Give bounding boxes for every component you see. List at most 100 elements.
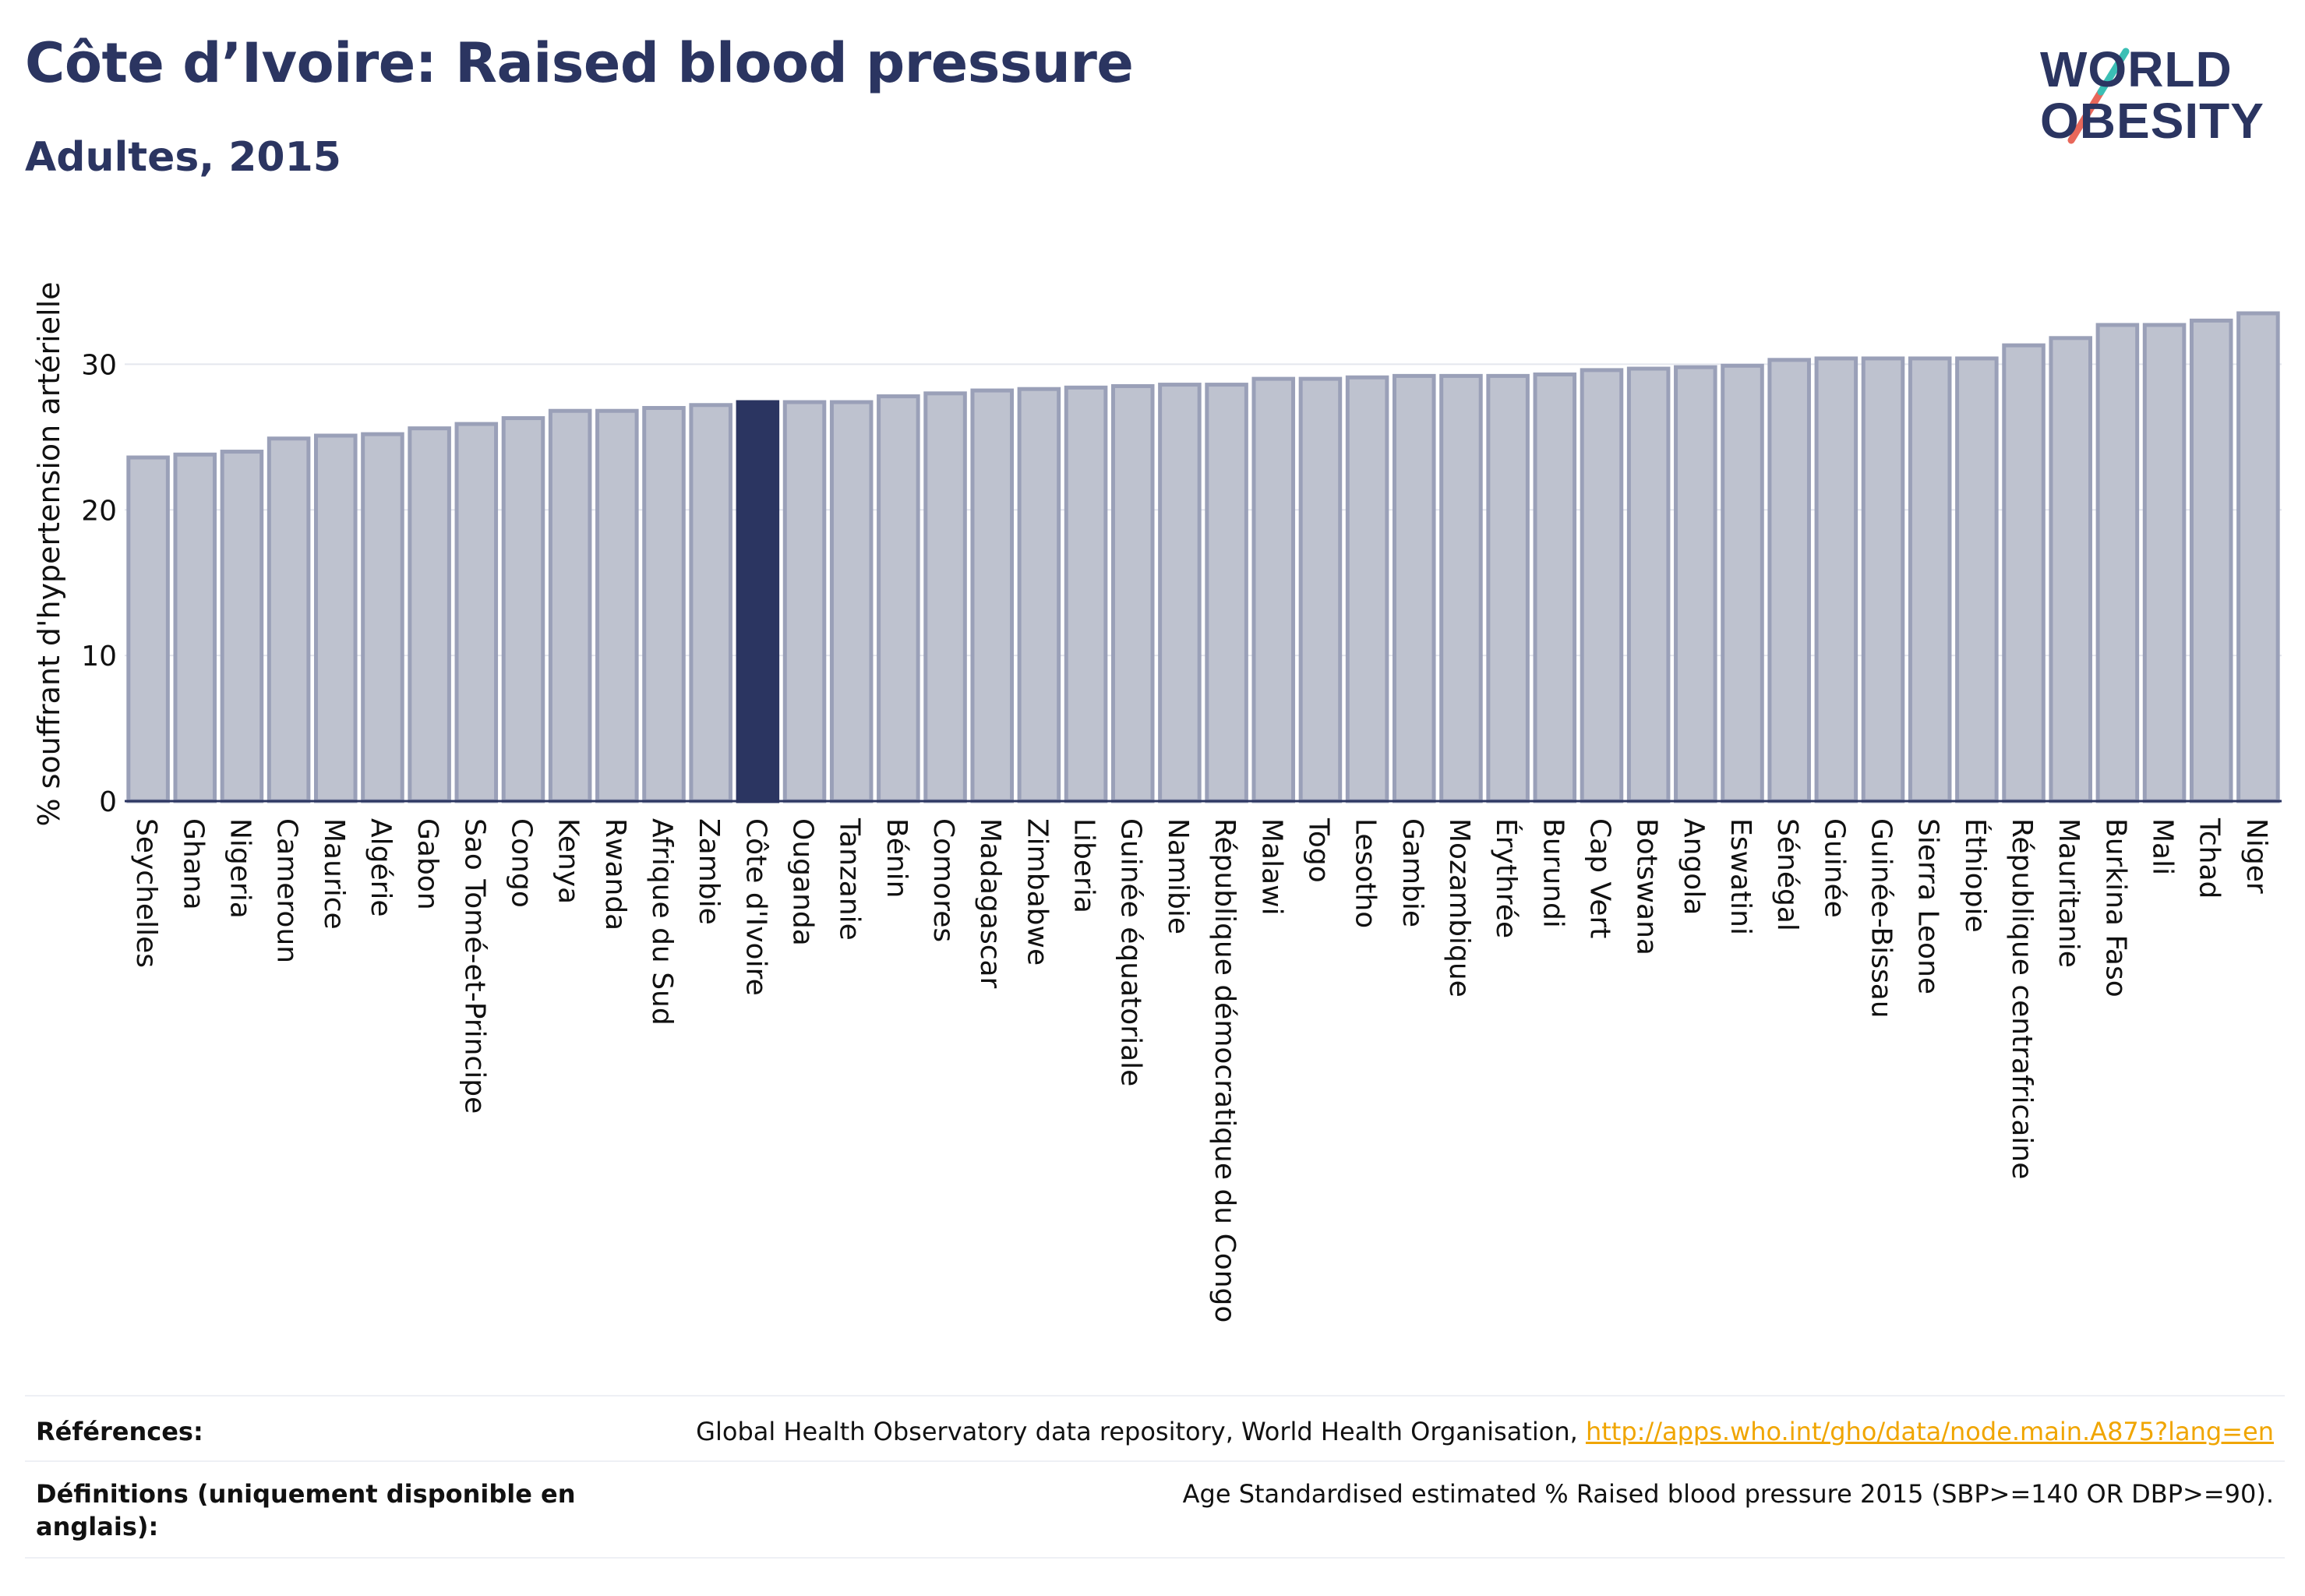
bar-7 [454, 422, 499, 803]
x-tick-label: Seychelles [130, 818, 162, 968]
logo-text-obesity: OBESITY [2040, 93, 2264, 149]
bar-38 [1908, 356, 1952, 803]
chart-subtitle: Adultes, 2015 [25, 134, 341, 181]
x-tick-label: Guinée [1818, 818, 1850, 918]
bar-10 [595, 408, 639, 803]
bar-36 [1814, 356, 1858, 803]
x-tick-label: Burkina Faso [2099, 818, 2131, 998]
bar-33 [1674, 365, 1717, 803]
bar-11 [642, 405, 686, 803]
y-tick-label: 10 [81, 641, 117, 673]
x-tick-label: Nigeria [224, 818, 256, 919]
world-obesity-logo: WORLD OBESITY [2026, 23, 2291, 171]
y-tick-label: 30 [81, 349, 117, 381]
bar-24 [1251, 376, 1296, 803]
definitions-label-line1: Définitions (uniquement disponible en [36, 1479, 576, 1509]
x-tick-label: Ouganda [787, 818, 819, 946]
bar-45 [2236, 311, 2280, 803]
bar-41 [2049, 336, 2092, 803]
x-tick-label: Kenya [552, 818, 584, 904]
x-tick-label: Guinée équatoriale [1115, 818, 1147, 1086]
bar-16 [877, 394, 920, 803]
bar-28 [1439, 373, 1483, 803]
bar-17 [923, 391, 967, 803]
bar-0 [126, 455, 170, 803]
bar-14 [782, 400, 827, 803]
x-tick-label: Maurice [318, 818, 350, 930]
x-tick-label: Namibie [1162, 818, 1194, 934]
x-tick-label: Sao Tomé-et-Principe [458, 818, 490, 1114]
bar-35 [1767, 358, 1811, 803]
x-tick-label: Zambie [693, 818, 725, 925]
bar-39 [1955, 356, 1999, 803]
bars [126, 311, 2280, 803]
x-tick-label: Eswatini [1724, 818, 1756, 935]
bar-4 [314, 433, 358, 803]
x-tick-label: Éthiopie [1959, 818, 1992, 933]
bar-26 [1345, 375, 1389, 803]
footer-divider-bottom [25, 1557, 2285, 1559]
y-axis-label: % souffrant d'hypertension artérielle [32, 281, 66, 826]
x-tick-label: République centrafricaine [2006, 818, 2038, 1179]
references-link[interactable]: http://apps.who.int/gho/data/node.main.A… [1585, 1417, 2274, 1446]
bar-31 [1580, 368, 1624, 803]
y-tick-label: 20 [81, 495, 117, 527]
bar-2 [220, 450, 264, 803]
x-tick-label: Bénin [881, 818, 912, 898]
references-source: Global Health Observatory data repositor… [696, 1417, 1586, 1446]
x-tick-label: Burundi [1537, 818, 1569, 928]
bar-8 [501, 416, 545, 803]
bar-15 [829, 400, 874, 803]
bar-43 [2142, 323, 2187, 803]
x-tick-label: Sierra Leone [1912, 818, 1944, 994]
y-tick-label: 0 [99, 786, 117, 818]
x-tick-label: Algérie [365, 818, 397, 917]
x-tick-label: Guinée-Bissau [1866, 818, 1897, 1019]
definitions-label: Définitions (uniquement disponible en ang… [36, 1478, 576, 1543]
x-tick-label: Lesotho [1350, 818, 1382, 928]
x-tick-label: Madagascar [974, 818, 1006, 989]
bar-chart: 0 10 20 30 Seychelles Ghana Nigeria Cameroun Ma… [32, 281, 2282, 1322]
x-tick-label: Cameroun [271, 818, 303, 963]
x-tick-label: Liberia [1068, 818, 1100, 913]
y-tick-labels: 0 10 20 30 [81, 349, 117, 818]
logo-slash-icon [2067, 48, 2130, 144]
x-tick-label: Mali [2147, 818, 2179, 875]
x-tick-label: Afrique du Sud [646, 818, 678, 1026]
bar-6 [408, 426, 451, 803]
x-tick-label: Comores [927, 818, 959, 942]
references-text: Global Health Observatory data repositor… [696, 1415, 2274, 1448]
bar-9 [548, 408, 592, 803]
x-tick-label: Togo [1302, 817, 1334, 883]
x-tick-label: Gabon [411, 818, 443, 910]
bar-13 [736, 400, 780, 803]
chart-title: Côte d’Ivoire: Raised blood pressure [25, 31, 1134, 95]
bar-37 [1861, 356, 1905, 803]
bar-44 [2189, 318, 2233, 803]
x-tick-label: Botswana [1631, 818, 1663, 955]
references-label: Références: [36, 1417, 203, 1446]
bar-22 [1158, 383, 1202, 803]
x-tick-label: Ghana [177, 818, 209, 910]
bar-27 [1393, 373, 1436, 803]
x-tick-label: Niger [2240, 818, 2272, 894]
x-tick-label: Malawi [1255, 818, 1287, 916]
bar-34 [1721, 363, 1764, 803]
x-tick-label: Rwanda [599, 818, 631, 930]
x-tick-label: Mauritanie [2053, 818, 2084, 968]
x-tick-label: Congo [505, 818, 537, 908]
bar-12 [689, 403, 732, 803]
x-tick-label: Érythrée [1490, 818, 1523, 938]
logo-text-world: WORLD [2040, 41, 2233, 97]
x-tick-labels: Seychelles Ghana Nigeria Cameroun Maurice Alg… [130, 817, 2272, 1322]
x-tick-label: Angola [1678, 818, 1710, 915]
bar-18 [970, 388, 1014, 803]
x-tick-label: Cap Vert [1583, 818, 1615, 938]
x-tick-label: République démocratique du Congo [1209, 818, 1241, 1322]
footer-divider-top [25, 1395, 2285, 1396]
footer-divider-middle [25, 1460, 2285, 1462]
x-tick-label: Tanzanie [834, 817, 866, 941]
definitions-label-line2: anglais): [36, 1512, 159, 1541]
x-tick-label: Zimbabwe [1021, 818, 1053, 966]
x-tick-label: Tchad [2194, 817, 2226, 899]
